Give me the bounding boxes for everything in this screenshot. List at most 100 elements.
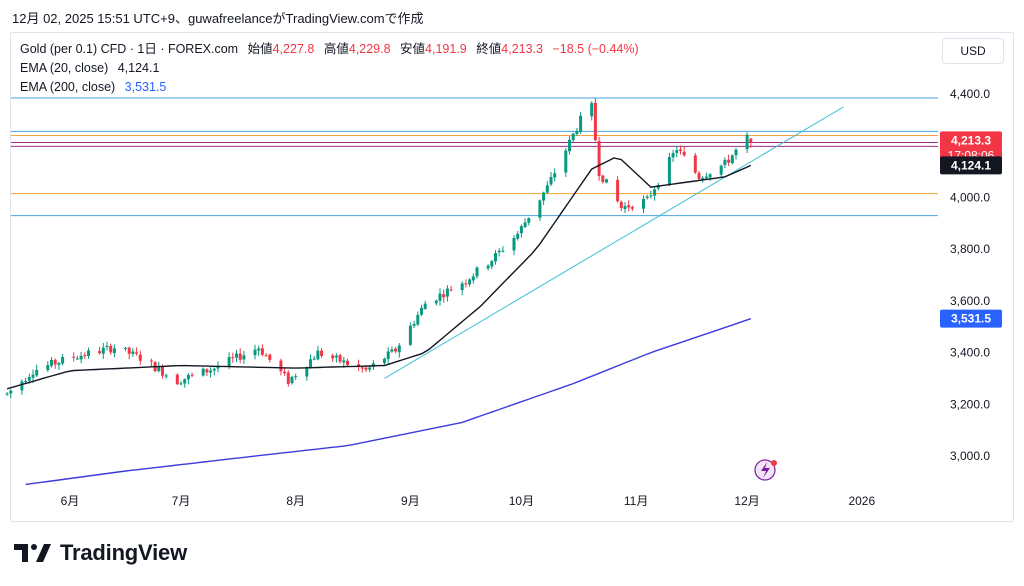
candle[interactable]: [268, 354, 272, 360]
candle[interactable]: [590, 103, 594, 117]
candle[interactable]: [253, 349, 257, 356]
candle[interactable]: [201, 368, 205, 376]
candle[interactable]: [675, 150, 679, 153]
candle[interactable]: [745, 134, 749, 150]
candle[interactable]: [290, 376, 294, 384]
candle[interactable]: [749, 138, 753, 143]
candle[interactable]: [545, 185, 549, 193]
candle[interactable]: [383, 358, 386, 364]
candle[interactable]: [83, 355, 87, 357]
candle[interactable]: [50, 359, 53, 366]
candle[interactable]: [179, 383, 183, 385]
candle[interactable]: [257, 348, 261, 351]
candle[interactable]: [727, 159, 731, 163]
candle[interactable]: [486, 265, 490, 269]
candle[interactable]: [619, 201, 623, 209]
candle[interactable]: [320, 350, 324, 356]
candle[interactable]: [368, 367, 372, 370]
symbol-label[interactable]: Gold (per 0.1) CFD · 1日 · FOREX.com: [20, 42, 239, 56]
candle[interactable]: [342, 360, 346, 363]
candle[interactable]: [442, 294, 446, 298]
candle[interactable]: [734, 149, 738, 156]
candle[interactable]: [693, 155, 697, 173]
ema20-row[interactable]: EMA (20, close) 4,124.1: [20, 59, 639, 78]
candle[interactable]: [305, 367, 309, 377]
candle[interactable]: [460, 283, 464, 291]
candle[interactable]: [627, 205, 631, 208]
candle[interactable]: [338, 354, 342, 362]
candle[interactable]: [331, 355, 335, 359]
candle[interactable]: [471, 276, 475, 281]
candle[interactable]: [642, 198, 645, 209]
candle[interactable]: [9, 390, 13, 394]
candle[interactable]: [5, 393, 9, 395]
candle[interactable]: [438, 293, 442, 301]
candle[interactable]: [87, 350, 90, 356]
candle[interactable]: [390, 349, 394, 352]
candle[interactable]: [667, 157, 671, 185]
candle[interactable]: [645, 196, 649, 198]
candle[interactable]: [75, 358, 79, 360]
candle[interactable]: [138, 354, 142, 361]
candle[interactable]: [605, 179, 608, 183]
candle[interactable]: [205, 369, 209, 373]
candle[interactable]: [412, 323, 416, 326]
candle[interactable]: [719, 165, 723, 175]
candle[interactable]: [423, 303, 427, 309]
candle[interactable]: [723, 159, 727, 165]
candle[interactable]: [79, 355, 83, 360]
candle[interactable]: [671, 153, 675, 158]
candle[interactable]: [490, 261, 494, 267]
ema200-line[interactable]: [25, 318, 752, 486]
candle[interactable]: [519, 226, 523, 234]
candle[interactable]: [357, 364, 361, 367]
candle[interactable]: [386, 351, 390, 360]
candle[interactable]: [512, 237, 516, 251]
candle[interactable]: [135, 352, 139, 354]
candle[interactable]: [186, 375, 190, 380]
candle[interactable]: [394, 348, 398, 352]
ema200-price-tag[interactable]: [940, 309, 1002, 328]
ema20-price-tag[interactable]: [940, 156, 1002, 175]
candle[interactable]: [279, 360, 283, 372]
candle[interactable]: [553, 173, 557, 178]
candle[interactable]: [704, 176, 708, 179]
candle[interactable]: [730, 155, 734, 164]
candle[interactable]: [72, 356, 76, 358]
candle[interactable]: [475, 267, 479, 277]
candle[interactable]: [316, 350, 320, 360]
candle[interactable]: [682, 151, 686, 156]
candle[interactable]: [31, 374, 35, 378]
candle[interactable]: [286, 372, 290, 384]
candle[interactable]: [497, 250, 501, 253]
candle[interactable]: [242, 355, 246, 360]
candle[interactable]: [61, 356, 65, 364]
candle[interactable]: [564, 150, 568, 173]
candle[interactable]: [549, 177, 553, 185]
candle[interactable]: [575, 131, 579, 134]
ema20-line[interactable]: [6, 157, 752, 390]
candle[interactable]: [449, 289, 453, 291]
candle[interactable]: [46, 365, 50, 371]
candle[interactable]: [24, 381, 28, 383]
candle[interactable]: [653, 189, 657, 196]
candle[interactable]: [112, 348, 116, 354]
candle[interactable]: [416, 314, 420, 325]
candle[interactable]: [227, 357, 231, 367]
candle[interactable]: [630, 206, 634, 209]
candle[interactable]: [397, 345, 401, 353]
candle[interactable]: [516, 233, 520, 239]
candle[interactable]: [216, 366, 220, 369]
candle[interactable]: [623, 206, 627, 210]
candle[interactable]: [109, 345, 113, 353]
candle[interactable]: [701, 177, 705, 180]
candle[interactable]: [568, 139, 571, 152]
candle[interactable]: [264, 355, 268, 357]
candle[interactable]: [157, 366, 161, 372]
candle[interactable]: [346, 360, 349, 366]
candle[interactable]: [408, 325, 412, 345]
candle[interactable]: [364, 367, 368, 370]
candle[interactable]: [283, 371, 287, 374]
candle[interactable]: [538, 200, 542, 218]
